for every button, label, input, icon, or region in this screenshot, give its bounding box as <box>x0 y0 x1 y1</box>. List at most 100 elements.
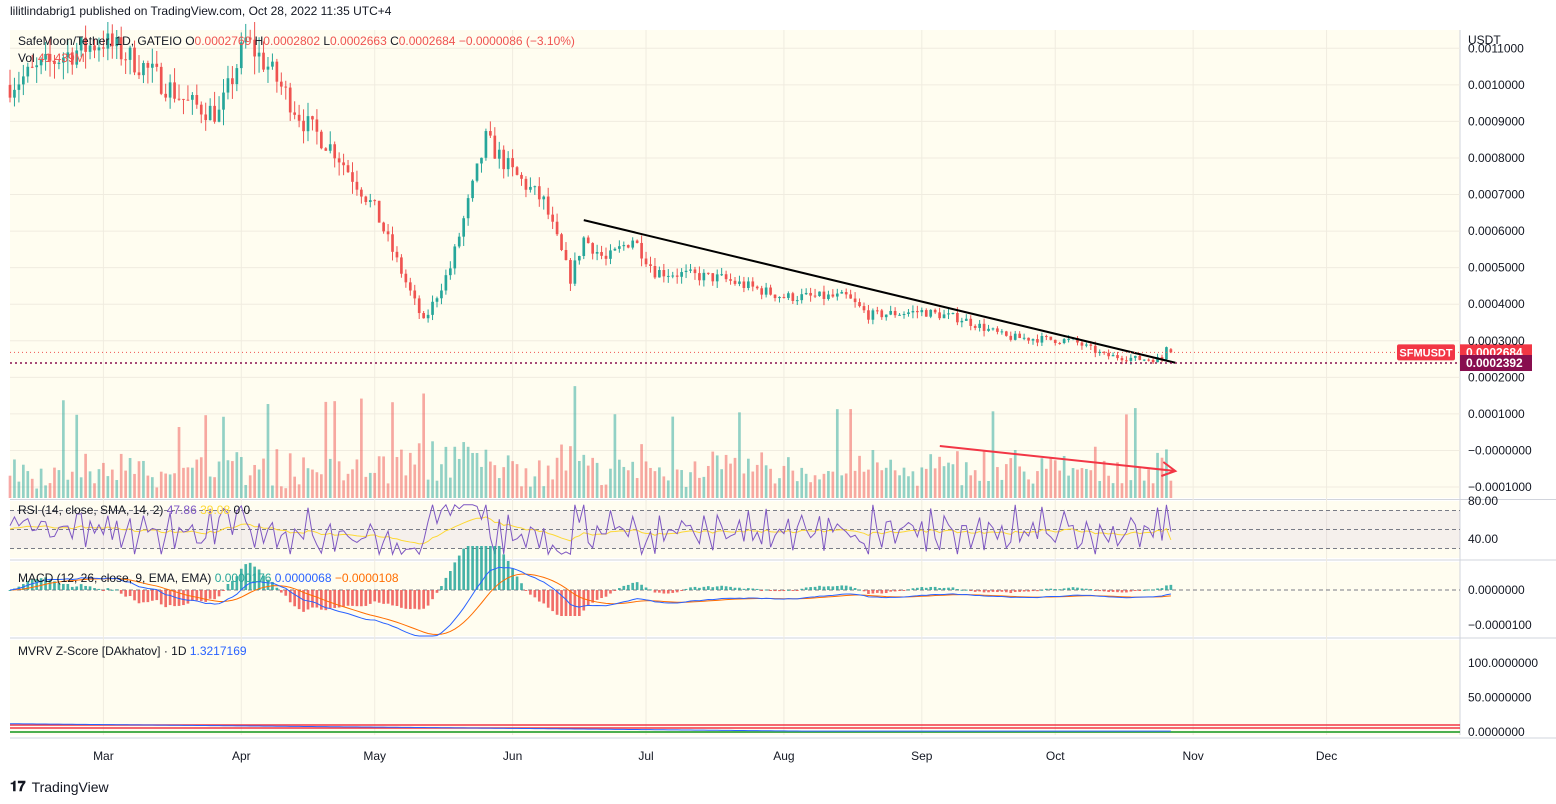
candle-body[interactable] <box>431 301 434 315</box>
candle-body[interactable] <box>391 234 394 252</box>
candle-body[interactable] <box>573 260 577 284</box>
candle-body[interactable] <box>404 273 408 283</box>
candle-body[interactable] <box>987 328 990 331</box>
candle-body[interactable] <box>902 314 906 316</box>
candle-body[interactable] <box>1093 345 1097 354</box>
candle-body[interactable] <box>475 163 479 181</box>
candle-body[interactable] <box>1031 339 1035 341</box>
candle-body[interactable] <box>351 172 354 182</box>
candle-body[interactable] <box>1009 335 1013 340</box>
candle-body[interactable] <box>920 310 924 313</box>
candle-body[interactable] <box>177 98 181 100</box>
candle-body[interactable] <box>996 328 999 332</box>
candle-body[interactable] <box>924 310 928 317</box>
candle-body[interactable] <box>555 221 559 235</box>
candle-body[interactable] <box>26 66 30 77</box>
candle-body[interactable] <box>386 231 390 235</box>
candle-body[interactable] <box>782 296 786 298</box>
candle-body[interactable] <box>484 131 488 158</box>
candle-body[interactable] <box>618 246 621 249</box>
candle-body[interactable] <box>960 320 964 323</box>
candle-body[interactable] <box>257 52 261 57</box>
candle-body[interactable] <box>787 293 790 298</box>
candle-body[interactable] <box>106 33 110 49</box>
candle-body[interactable] <box>466 198 470 219</box>
candle-body[interactable] <box>328 144 332 151</box>
candle-body[interactable] <box>1165 347 1168 360</box>
candle-body[interactable] <box>1133 355 1137 358</box>
candle-body[interactable] <box>368 200 372 203</box>
candle-body[interactable] <box>907 312 910 315</box>
candle-body[interactable] <box>333 144 337 159</box>
candle-body[interactable] <box>288 87 292 113</box>
candle-body[interactable] <box>831 294 835 297</box>
candle-body[interactable] <box>760 288 764 295</box>
candle-body[interactable] <box>764 287 768 295</box>
candle-body[interactable] <box>400 257 403 274</box>
candle-body[interactable] <box>818 291 821 297</box>
candle-body[interactable] <box>253 39 256 57</box>
candle-body[interactable] <box>88 45 92 52</box>
candle-body[interactable] <box>320 131 323 149</box>
candle-body[interactable] <box>738 281 741 284</box>
candle-body[interactable] <box>795 300 799 302</box>
candle-body[interactable] <box>226 78 230 93</box>
candle-body[interactable] <box>97 47 101 51</box>
candle-body[interactable] <box>355 181 359 190</box>
candle-body[interactable] <box>342 162 345 166</box>
candle-body[interactable] <box>17 84 21 90</box>
candle-body[interactable] <box>422 313 425 319</box>
candle-body[interactable] <box>751 281 755 287</box>
candle-body[interactable] <box>564 249 568 261</box>
candle-body[interactable] <box>195 95 199 105</box>
candle-body[interactable] <box>835 293 839 297</box>
rsi-line[interactable] <box>9 503 1172 557</box>
candle-body[interactable] <box>1013 333 1017 340</box>
candle-body[interactable] <box>809 292 812 296</box>
candle-body[interactable] <box>1098 351 1102 354</box>
candle-body[interactable] <box>1080 342 1084 346</box>
candle-body[interactable] <box>671 275 675 277</box>
candle-body[interactable] <box>346 165 350 173</box>
candle-body[interactable] <box>867 310 870 320</box>
candle-body[interactable] <box>164 93 168 98</box>
candle-body[interactable] <box>916 310 919 313</box>
candle-body[interactable] <box>75 50 79 65</box>
candle-body[interactable] <box>875 310 879 312</box>
candle-body[interactable] <box>537 186 541 200</box>
candle-body[interactable] <box>324 148 328 151</box>
candle-body[interactable] <box>844 292 848 295</box>
legend-row[interactable]: MACD (12, 26, close, 9, EMA, EMA) 0.0000… <box>18 571 399 585</box>
candle-body[interactable] <box>191 95 194 100</box>
candle-body[interactable] <box>150 63 154 68</box>
candle-body[interactable] <box>53 60 56 64</box>
candle-body[interactable] <box>893 310 897 316</box>
candle-body[interactable] <box>57 62 61 64</box>
candle-body[interactable] <box>613 248 617 251</box>
candle-body[interactable] <box>248 37 252 40</box>
legend-row[interactable]: MVRV Z-Score [DAkhatov] · 1D 1.3217169 <box>18 644 247 658</box>
candle-body[interactable] <box>609 250 612 259</box>
macd-line[interactable] <box>9 566 1171 637</box>
candle-body[interactable] <box>689 269 692 271</box>
candle-body[interactable] <box>457 236 461 247</box>
candle-body[interactable] <box>827 294 830 299</box>
candle-body[interactable] <box>862 306 866 311</box>
candle-body[interactable] <box>1169 349 1173 353</box>
candle-body[interactable] <box>284 86 288 88</box>
candle-body[interactable] <box>982 323 986 331</box>
candle-body[interactable] <box>600 252 603 256</box>
candle-body[interactable] <box>604 255 608 259</box>
candle-body[interactable] <box>453 246 457 269</box>
candle-body[interactable] <box>124 59 127 61</box>
candle-body[interactable] <box>911 310 915 313</box>
candle-body[interactable] <box>208 105 212 121</box>
candle-body[interactable] <box>1062 339 1066 343</box>
candle-body[interactable] <box>898 314 901 316</box>
candle-body[interactable] <box>644 258 648 265</box>
candle-body[interactable] <box>666 275 670 277</box>
candle-body[interactable] <box>729 279 732 281</box>
candle-body[interactable] <box>262 52 265 70</box>
candle-body[interactable] <box>1125 360 1128 362</box>
candle-body[interactable] <box>489 131 492 136</box>
